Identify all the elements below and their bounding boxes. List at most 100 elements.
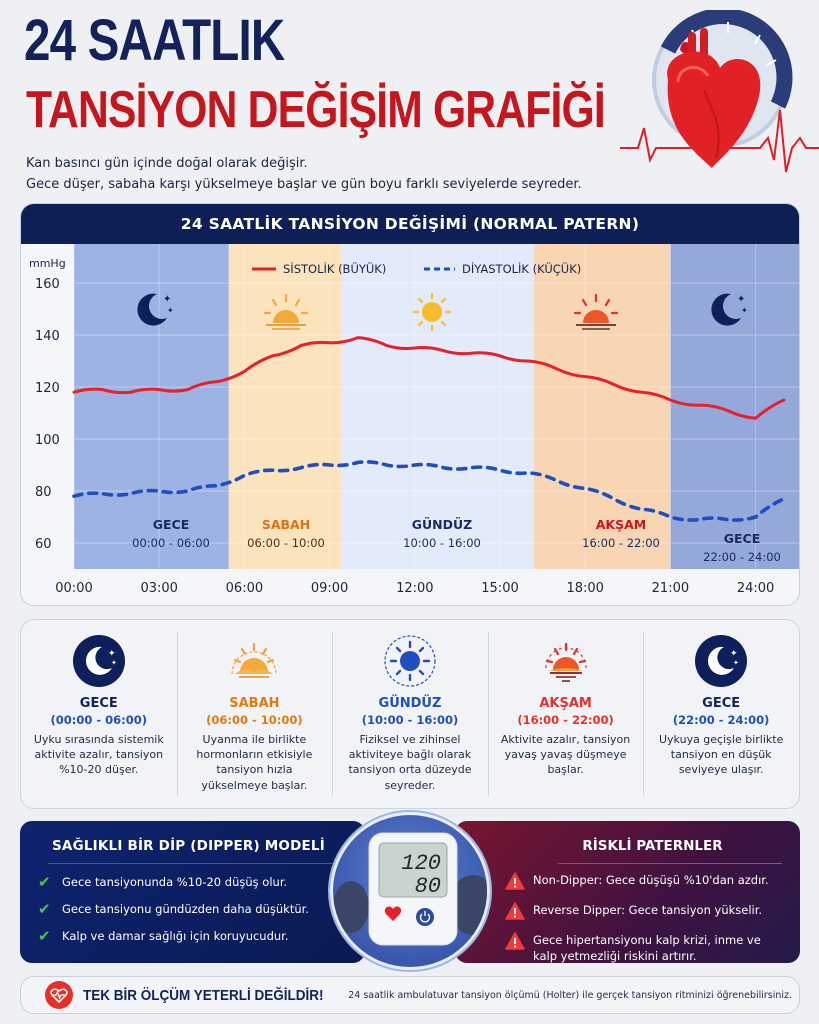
dipper-item: ✔ Gece tansiyonunda %10-20 düşüş olur. <box>38 873 288 891</box>
dipper-item: ✔ Kalp ve damar sağlığı için koruyucudur. <box>38 927 289 945</box>
x-tick-label: 12:00 <box>396 581 433 596</box>
svg-text:✦: ✦ <box>163 294 171 305</box>
period-time: (00:00 - 06:00) <box>50 713 148 727</box>
period-card-night-1: ✦ ✦ GECE (00:00 - 06:00) Uyku sırasında s… <box>21 620 177 808</box>
time-band <box>228 244 341 569</box>
svg-text:✦: ✦ <box>108 649 116 659</box>
device-diastolic: 80 <box>415 874 441 899</box>
svg-text:✦: ✦ <box>111 659 117 667</box>
y-tick-label: 80 <box>35 485 52 500</box>
period-name: GÜNDÜZ <box>378 696 442 711</box>
device-systolic: 120 <box>401 851 441 876</box>
risky-patterns-panel: RİSKLİ PATERNLER Non-Dipper: Gece düşüşü… <box>455 821 800 963</box>
x-tick-label: 24:00 <box>737 581 774 596</box>
y-tick-label: 140 <box>35 329 60 344</box>
risky-item: Non-Dipper: Gece düşüşü %10'dan azdır. <box>505 872 800 894</box>
period-card-day: GÜNDÜZ (10:00 - 16:00) Fiziksel ve zihin… <box>332 620 488 808</box>
risky-item: Gece hipertansiyonu kalp krizi, inme ve … <box>505 932 800 964</box>
sunset-icon <box>583 310 609 323</box>
band-name: GÜNDÜZ <box>412 517 472 532</box>
bp-chart-card: 24 SAATLİK TANSİYON DEĞİŞİMİ (NORMAL PAT… <box>20 203 800 606</box>
y-tick-label: 60 <box>35 537 52 552</box>
period-time: (16:00 - 22:00) <box>517 713 614 727</box>
y-axis-unit: mmHg <box>29 257 66 270</box>
period-time: (22:00 - 24:00) <box>672 713 770 727</box>
ecg-line-icon <box>620 109 819 173</box>
legend-systolic: SİSTOLİK (BÜYÜK) <box>283 260 386 276</box>
dipper-item: ✔ Gece tansiyonu gündüzden daha düşüktür. <box>38 900 309 918</box>
period-card-night-2: ✦ ✦ GECE (22:00 - 24:00) Uykuya geçişle b… <box>643 620 799 808</box>
sunrise-icon <box>273 310 299 323</box>
period-name: SABAH <box>229 696 280 711</box>
x-tick-label: 03:00 <box>140 581 177 596</box>
band-time: 00:00 - 06:00 <box>132 536 210 550</box>
band-name: GECE <box>724 531 761 546</box>
x-tick-label: 09:00 <box>311 581 348 596</box>
band-time: 10:00 - 16:00 <box>403 536 481 550</box>
svg-text:✦: ✦ <box>167 306 174 315</box>
time-band <box>534 244 671 569</box>
x-tick-label: 21:00 <box>652 581 689 596</box>
period-name: GECE <box>79 696 118 711</box>
period-cards: ✦ ✦ GECE (00:00 - 06:00) Uyku sırasında s… <box>20 619 800 809</box>
band-time: 06:00 - 10:00 <box>247 536 325 550</box>
page-title-line2: TANSİYON DEĞİŞİM GRAFİĞİ <box>26 81 606 139</box>
risky-item: Reverse Dipper: Gece tansiyon yükselir. <box>505 902 800 924</box>
y-tick-label: 100 <box>35 433 60 448</box>
healthy-dipper-panel: SAĞLIKLI BİR DİP (DIPPER) MODELİ ✔ Gece t… <box>20 821 365 963</box>
checkmark-icon: ✔ <box>38 900 51 918</box>
moon-stars-icon <box>137 293 167 326</box>
band-name: GECE <box>153 517 190 532</box>
moon-stars-icon: ✦ ✦ <box>72 634 126 688</box>
band-time: 16:00 - 22:00 <box>582 536 660 550</box>
legend-diastolic: DİYASTOLİK (KÜÇÜK) <box>462 260 581 276</box>
y-tick-label: 160 <box>35 277 60 292</box>
subtitle-line1: Kan basıncı gün içinde doğal olarak deği… <box>26 156 308 171</box>
heart-icon <box>667 28 761 169</box>
power-icon <box>416 908 434 926</box>
band-time: 22:00 - 24:00 <box>703 550 781 564</box>
diastolic-line <box>72 460 786 522</box>
warning-icon <box>505 872 525 894</box>
page-title-line1: 24 SAATLIK <box>24 8 285 73</box>
sunrise-icon <box>227 634 281 688</box>
footer-text: 24 saatlik ambulatuvar tansiyon ölçümü (… <box>348 989 793 1001</box>
svg-text:✦: ✦ <box>733 659 739 667</box>
moon-stars-icon <box>711 293 741 326</box>
svg-text:✦: ✦ <box>741 306 748 315</box>
period-desc: Fiziksel ve zihinsel aktiviteye bağlı ol… <box>348 733 472 792</box>
checkmark-icon: ✔ <box>38 873 51 891</box>
band-name: AKŞAM <box>596 517 646 532</box>
time-band <box>74 244 229 569</box>
period-desc: Aktivite azalır, tansiyon yavaş yavaş dü… <box>500 733 631 777</box>
sun-icon <box>383 634 437 688</box>
period-desc: Uyanma ile birlikte hormonların etkisiyl… <box>196 733 313 792</box>
period-desc: Uyku sırasında sistemik aktivite azalır,… <box>33 733 164 777</box>
period-desc: Uykuya geçişle birlikte tansiyon en düşü… <box>659 733 784 777</box>
checkmark-icon: ✔ <box>38 927 51 945</box>
x-tick-label: 06:00 <box>226 581 263 596</box>
bp-monitor-illustration: 120 80 <box>330 812 490 970</box>
warning-icon <box>505 902 525 924</box>
svg-text:✦: ✦ <box>730 649 738 659</box>
y-tick-label: 120 <box>35 381 60 396</box>
x-tick-label: 15:00 <box>481 581 518 596</box>
heart-gauge-illustration <box>620 8 819 200</box>
period-time: (10:00 - 16:00) <box>361 713 459 727</box>
moon-stars-icon: ✦ ✦ <box>694 634 748 688</box>
time-band <box>340 244 535 569</box>
bp-line-chart: mmHg 60 80 100 120 140 160 00:00 03:00 06:00 09:00… <box>21 244 799 605</box>
heart-icon <box>384 906 402 921</box>
warning-icon <box>505 932 525 954</box>
risky-title: RİSKLİ PATERNLER <box>582 838 723 854</box>
divider <box>558 863 782 864</box>
x-tick-label: 00:00 <box>55 581 92 596</box>
chart-title: 24 SAATLİK TANSİYON DEĞİŞİMİ (NORMAL PAT… <box>21 204 799 244</box>
period-card-evening: AKŞAM (16:00 - 22:00) Aktivite azalır, t… <box>487 620 644 808</box>
heart-pulse-icon <box>45 981 73 1009</box>
sunset-icon <box>539 634 593 688</box>
systolic-line <box>72 336 786 420</box>
period-name: GECE <box>702 696 741 711</box>
sun-icon <box>422 302 442 322</box>
period-time: (06:00 - 10:00) <box>206 713 303 727</box>
